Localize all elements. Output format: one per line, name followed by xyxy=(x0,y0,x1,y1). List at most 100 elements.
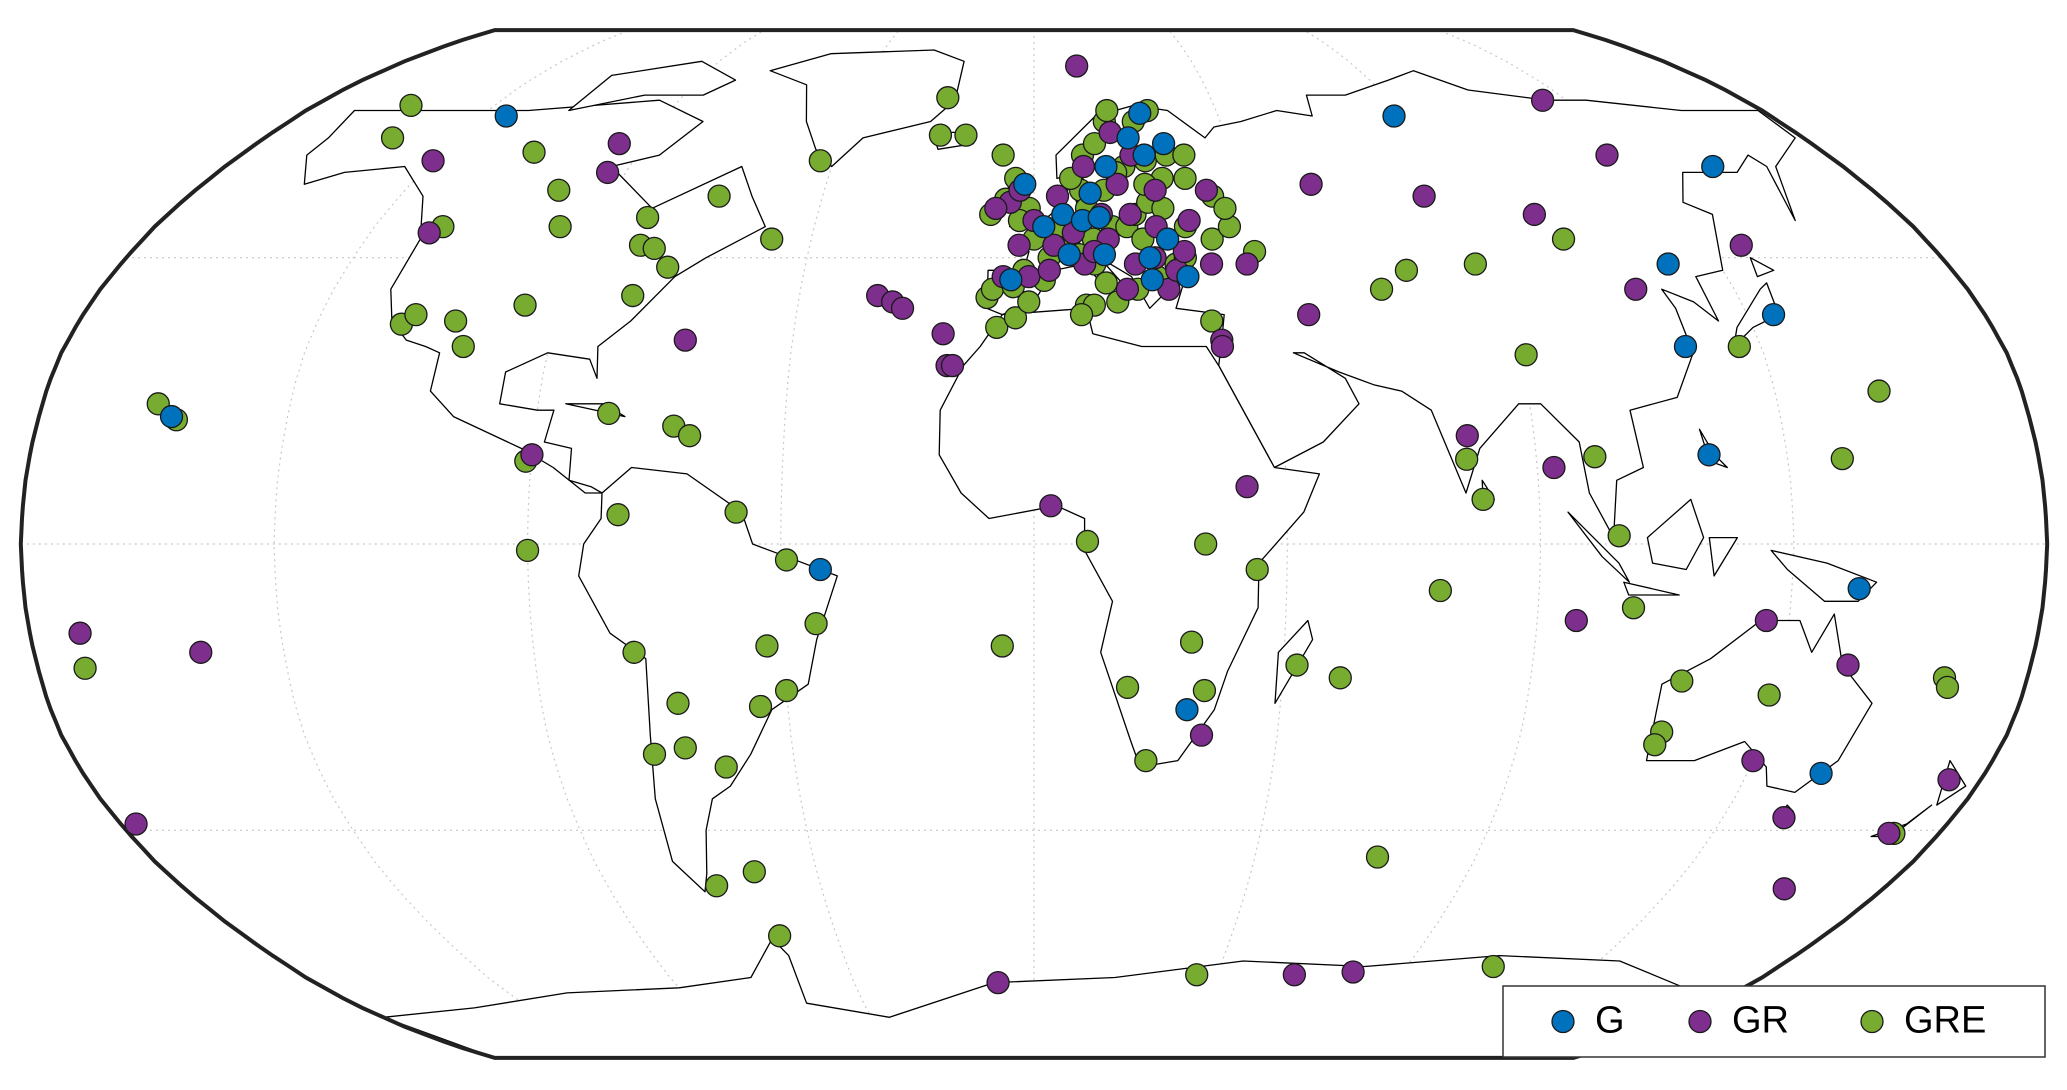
station xyxy=(1235,252,1259,276)
station xyxy=(520,443,544,467)
station xyxy=(606,503,630,527)
station xyxy=(1282,963,1307,987)
station xyxy=(1177,208,1201,233)
station xyxy=(1643,733,1667,757)
landmass xyxy=(1749,257,1775,278)
station xyxy=(1176,264,1200,289)
station xyxy=(707,184,731,208)
station xyxy=(1132,143,1156,167)
station xyxy=(1624,277,1648,301)
station xyxy=(1455,424,1479,448)
station xyxy=(1143,178,1167,202)
station xyxy=(940,353,965,378)
meridian xyxy=(526,29,765,1059)
station xyxy=(1151,131,1176,156)
station xyxy=(1115,277,1140,301)
station xyxy=(1741,748,1765,773)
station xyxy=(1118,202,1142,227)
station xyxy=(597,401,621,426)
station xyxy=(1172,239,1197,264)
station xyxy=(443,309,468,333)
landmass xyxy=(1733,282,1780,348)
meridian xyxy=(1438,29,1795,1059)
station xyxy=(704,874,729,898)
station xyxy=(1092,242,1117,267)
stations xyxy=(68,54,1961,995)
station xyxy=(1514,343,1538,367)
legend-label: GRE xyxy=(1904,1000,1986,1042)
station xyxy=(1564,608,1588,633)
station xyxy=(991,143,1015,167)
station xyxy=(1551,227,1576,251)
station xyxy=(1471,487,1495,512)
station xyxy=(673,328,697,352)
station xyxy=(1455,447,1479,471)
station xyxy=(621,283,645,308)
landmass xyxy=(578,466,838,893)
station xyxy=(774,548,799,572)
station xyxy=(931,322,955,346)
station xyxy=(607,131,631,156)
station xyxy=(1754,608,1779,633)
station xyxy=(548,214,572,239)
station xyxy=(451,334,475,359)
station xyxy=(1003,306,1028,330)
station xyxy=(515,538,540,563)
station xyxy=(808,149,832,173)
landmass xyxy=(568,60,737,112)
station xyxy=(1128,101,1152,125)
station xyxy=(760,227,784,251)
station xyxy=(1656,252,1680,276)
station xyxy=(1727,334,1751,359)
landmass xyxy=(1567,511,1631,583)
station xyxy=(494,104,518,128)
station xyxy=(1772,877,1796,901)
station xyxy=(1729,233,1753,257)
landmass xyxy=(303,99,766,494)
station xyxy=(1530,88,1555,112)
station xyxy=(547,178,571,202)
station xyxy=(936,86,960,110)
station xyxy=(1017,290,1041,314)
station xyxy=(522,140,546,164)
station xyxy=(986,970,1010,995)
station xyxy=(1194,532,1218,556)
station xyxy=(1761,302,1786,327)
station xyxy=(399,93,423,118)
station xyxy=(1341,960,1365,984)
station xyxy=(1115,675,1140,700)
station xyxy=(513,293,537,317)
station xyxy=(1595,143,1619,167)
legend-label: G xyxy=(1595,1000,1625,1042)
station xyxy=(1140,268,1164,292)
meridian xyxy=(1303,29,1542,1059)
station xyxy=(1867,379,1891,403)
station xyxy=(159,404,184,429)
station xyxy=(1463,252,1488,276)
station xyxy=(1428,578,1453,603)
station xyxy=(1830,446,1854,471)
station xyxy=(124,812,148,836)
landmass xyxy=(769,49,965,168)
station xyxy=(642,236,666,261)
station xyxy=(767,924,792,948)
station xyxy=(1013,172,1037,196)
station xyxy=(1583,445,1607,469)
station xyxy=(774,678,799,703)
station xyxy=(673,736,697,760)
station xyxy=(999,268,1023,292)
station xyxy=(1069,302,1094,327)
legend-marker xyxy=(1688,1009,1712,1034)
station xyxy=(1057,242,1081,267)
station xyxy=(1809,761,1833,786)
station xyxy=(68,621,92,645)
station xyxy=(1937,768,1961,792)
station xyxy=(666,691,690,715)
station xyxy=(1138,246,1162,270)
station xyxy=(954,123,978,147)
station xyxy=(714,755,738,779)
station xyxy=(1199,252,1224,276)
station xyxy=(1194,178,1219,202)
station xyxy=(1757,683,1781,707)
